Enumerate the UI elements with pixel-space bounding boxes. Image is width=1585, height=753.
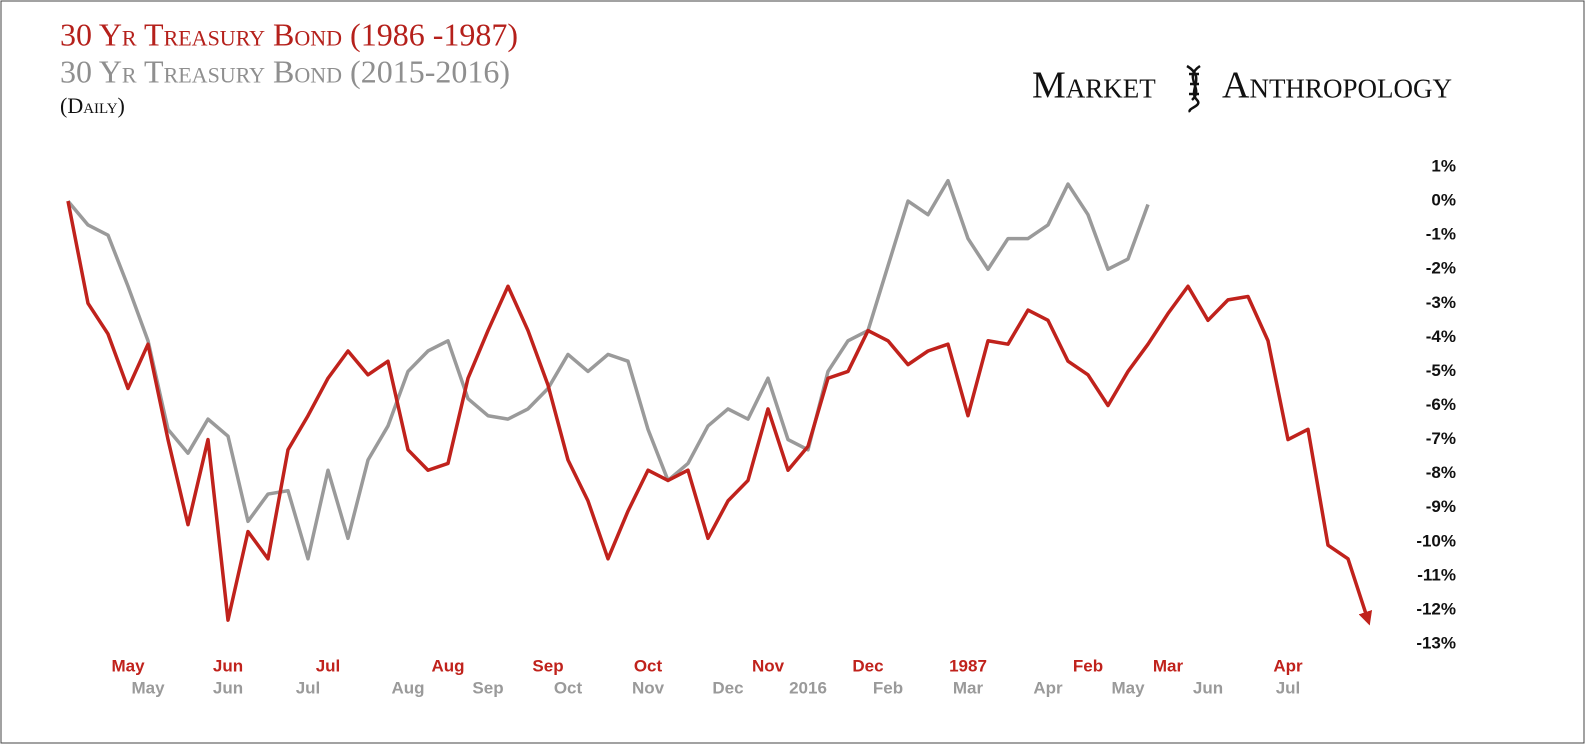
x-tick-label: Apr — [1033, 678, 1063, 697]
x-tick-label: Jul — [1276, 678, 1301, 697]
y-tick-label: -1% — [1426, 225, 1456, 244]
y-tick-label: -11% — [1417, 565, 1456, 584]
logo-text: Anthropology — [1222, 65, 1452, 107]
x-tick-label: Nov — [752, 656, 785, 675]
x-tick-label: Sep — [472, 678, 503, 697]
x-tick-label: Mar — [1153, 656, 1184, 675]
y-tick-label: -4% — [1426, 327, 1456, 346]
y-tick-label: 0% — [1431, 191, 1456, 210]
y-tick-label: -2% — [1426, 259, 1456, 278]
x-tick-label: Feb — [873, 678, 903, 697]
x-tick-label: Aug — [431, 656, 464, 675]
y-tick-label: 1% — [1431, 157, 1456, 176]
x-tick-label: Aug — [391, 678, 424, 697]
y-tick-label: -10% — [1416, 531, 1456, 550]
x-tick-label: Feb — [1073, 656, 1103, 675]
y-tick-label: -7% — [1426, 429, 1456, 448]
x-tick-label: Oct — [554, 678, 583, 697]
y-tick-label: -5% — [1426, 361, 1456, 380]
x-tick-label: Sep — [532, 656, 563, 675]
chart-note: (Daily) — [60, 93, 125, 118]
x-tick-label: Mar — [953, 678, 984, 697]
x-tick-label: 1987 — [949, 656, 987, 675]
x-tick-label: Oct — [634, 656, 663, 675]
x-tick-label: Jul — [316, 656, 341, 675]
y-tick-label: -9% — [1426, 497, 1456, 516]
x-tick-label: May — [131, 678, 165, 697]
x-tick-label: Nov — [632, 678, 665, 697]
x-tick-label: Apr — [1273, 656, 1303, 675]
y-tick-label: -13% — [1416, 633, 1456, 652]
x-tick-label: Jun — [213, 656, 243, 675]
x-tick-label: Jul — [296, 678, 321, 697]
logo-icon — [1186, 64, 1201, 113]
x-tick-label: Jun — [1193, 678, 1223, 697]
x-tick-label: Jun — [213, 678, 243, 697]
chart-subtitle: 30 Yr Treasury Bond (2015-2016) — [60, 53, 510, 89]
y-tick-label: -8% — [1426, 463, 1456, 482]
series-line — [66, 178, 1150, 561]
chart-title: 30 Yr Treasury Bond (1986 -1987) — [60, 16, 518, 52]
x-tick-label: May — [1111, 678, 1145, 697]
x-tick-label: 2016 — [789, 678, 827, 697]
x-tick-label: Dec — [852, 656, 883, 675]
series-line — [66, 200, 1373, 626]
y-tick-label: -12% — [1416, 599, 1456, 618]
x-tick-label: May — [111, 656, 145, 675]
y-tick-label: -3% — [1426, 293, 1456, 312]
logo-text: Market — [1032, 65, 1156, 107]
x-tick-label: Dec — [712, 678, 743, 697]
y-tick-label: -6% — [1426, 395, 1456, 414]
